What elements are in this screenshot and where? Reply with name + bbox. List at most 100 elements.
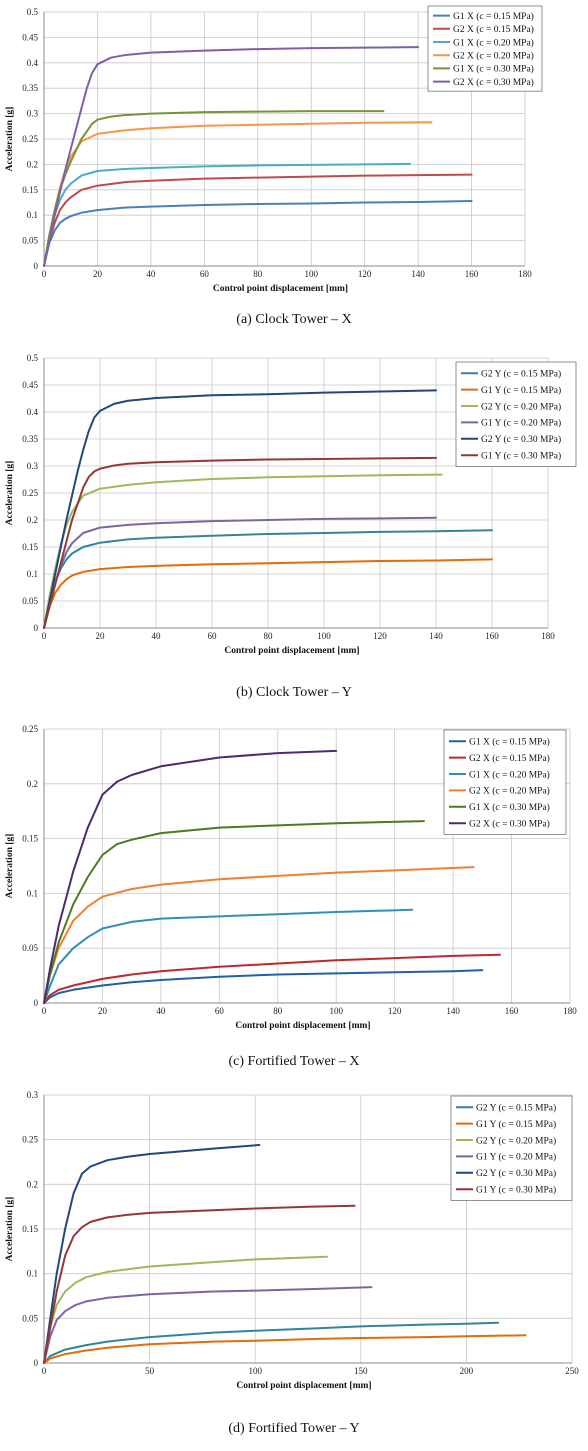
legend-label: G1 Y (c = 0.30 MPa)	[476, 1185, 556, 1196]
legend-label: G2 Y (c = 0.15 MPa)	[481, 369, 561, 380]
y-axis-label: Acceleration [g]	[5, 1197, 15, 1262]
series-line-6	[43, 46, 420, 267]
x-tick-label: 20	[98, 1006, 108, 1016]
x-tick-label: 120	[373, 631, 387, 641]
legend: G1 X (c = 0.15 MPa) G2 X (c = 0.15 MPa) G1…	[443, 729, 567, 835]
legend-label: G2 X (c = 0.30 MPa)	[469, 819, 550, 830]
x-tick-label: 100	[248, 1366, 262, 1376]
legend-label: G2 X (c = 0.15 MPa)	[453, 24, 534, 35]
y-tick-label: 0.1	[27, 210, 38, 220]
y-tick-label: 0	[34, 261, 39, 271]
x-tick-label: 80	[264, 631, 274, 641]
x-tick-label: 140	[446, 1006, 460, 1016]
grid	[43, 728, 571, 1004]
x-tick-label: 100	[317, 631, 331, 641]
x-axis-label: Control point displacement [mm]	[235, 1021, 370, 1031]
x-tick-label: 180	[563, 1006, 577, 1016]
y-tick-label: 0.05	[22, 236, 38, 246]
chart-a: 0 20 40 60 80 100 120 140 160 180 0 0.05 0.1 0.15 0.2 0…	[5, 5, 543, 294]
legend-label: G2 Y (c = 0.20 MPa)	[476, 1135, 556, 1146]
series-line-5	[43, 389, 437, 629]
x-tick-label: 50	[145, 1366, 155, 1376]
y-tick-label: 0.15	[22, 542, 38, 552]
y-tick-label: 0.1	[27, 1269, 38, 1279]
series-line-1	[43, 200, 473, 267]
y-axis-label: Acceleration [g]	[5, 461, 15, 526]
legend-label: G1 X (c = 0.30 MPa)	[453, 64, 534, 75]
legend-label: G1 Y (c = 0.30 MPa)	[481, 451, 561, 462]
y-tick-label: 0.1	[27, 888, 38, 898]
x-tick-label: 0	[42, 1006, 47, 1016]
series-line-2	[43, 173, 473, 267]
legend-label: G2 Y (c = 0.20 MPa)	[481, 401, 561, 412]
x-tick-label: 0	[42, 269, 47, 279]
y-tick-label: 0.2	[27, 515, 38, 525]
y-tick-label: 0.25	[22, 1135, 38, 1145]
caption-b: (b) Clock Tower – Y	[236, 685, 352, 700]
legend-label: G1 Y (c = 0.20 MPa)	[481, 418, 561, 429]
legend-box	[455, 361, 577, 467]
y-tick-label: 0.35	[22, 434, 38, 444]
legend-box	[450, 1095, 573, 1201]
y-tick-label: 0.15	[22, 185, 38, 195]
x-tick-label: 250	[565, 1366, 579, 1376]
x-axis-label: Control point displacement [mm]	[236, 1381, 371, 1391]
series-line-5	[43, 1144, 261, 1364]
y-tick-label: 0.15	[22, 834, 38, 844]
series-line-3	[43, 1255, 328, 1364]
x-tick-label: 160	[465, 269, 479, 279]
y-tick-label: 0.45	[22, 380, 38, 390]
caption-d: (d) Fortified Tower – Y	[228, 1421, 360, 1436]
caption-c: (c) Fortified Tower – X	[228, 1054, 360, 1069]
x-tick-label: 0	[42, 1366, 47, 1376]
chart-panel-c: 0 20 40 60 80 100 120 140 160 180 0 0.05 0.1 0.15 0.2 0…	[0, 712, 588, 1080]
x-tick-label: 100	[329, 1006, 343, 1016]
legend-label: G2 Y (c = 0.30 MPa)	[476, 1168, 556, 1179]
x-tick-label: 140	[429, 631, 443, 641]
chart-panel-d: 0 50 100 150 200 250 0 0.05 0.1 0.15 0.2 0.25 0.3 Con…	[0, 1080, 588, 1451]
y-tick-label: 0.05	[22, 596, 38, 606]
y-tick-label: 0.35	[22, 83, 38, 93]
legend: G2 Y (c = 0.15 MPa) G1 Y (c = 0.15 MPa) G2…	[455, 361, 577, 467]
x-tick-label: 140	[411, 269, 425, 279]
x-tick-label: 20	[93, 269, 103, 279]
series-line-2	[43, 558, 493, 629]
legend-label: G2 X (c = 0.20 MPa)	[453, 51, 534, 62]
legend-label: G1 X (c = 0.15 MPa)	[469, 737, 550, 748]
y-tick-label: 0.25	[22, 488, 38, 498]
series-line-2	[43, 953, 501, 1004]
legend-label: G1 X (c = 0.15 MPa)	[453, 11, 534, 22]
legend-box	[427, 5, 543, 92]
legend-label: G1 X (c = 0.20 MPa)	[453, 37, 534, 48]
legend-label: G2 X (c = 0.20 MPa)	[469, 786, 550, 797]
y-tick-label: 0.4	[27, 58, 39, 68]
legend-label: G2 Y (c = 0.30 MPa)	[481, 434, 561, 445]
x-tick-label: 60	[200, 269, 210, 279]
chart-b: 0 20 40 60 80 100 120 140 160 180 0 0.05 0.1 0.15 0.2 0…	[5, 353, 577, 656]
x-tick-label: 150	[354, 1366, 368, 1376]
series-line-6	[43, 749, 338, 1004]
series-line-6	[43, 1204, 356, 1364]
y-tick-label: 0.2	[27, 1179, 38, 1189]
x-tick-label: 60	[215, 1006, 225, 1016]
legend-label: G2 X (c = 0.30 MPa)	[453, 77, 534, 88]
x-tick-label: 180	[541, 631, 555, 641]
y-tick-label: 0.05	[22, 1313, 38, 1323]
legend-label: G1 X (c = 0.30 MPa)	[469, 802, 550, 813]
x-tick-label: 120	[388, 1006, 402, 1016]
x-axis-label: Control point displacement [mm]	[224, 646, 359, 656]
y-tick-label: 0.25	[22, 724, 38, 734]
chart-panel-b: 0 20 40 60 80 100 120 140 160 180 0 0.05 0.1 0.15 0.2 0…	[0, 345, 588, 712]
x-tick-label: 40	[146, 269, 156, 279]
x-tick-label: 180	[518, 269, 532, 279]
chart-d: 0 50 100 150 200 250 0 0.05 0.1 0.15 0.2 0.25 0.3 Con…	[5, 1090, 579, 1391]
legend-label: G1 Y (c = 0.15 MPa)	[481, 385, 561, 396]
x-axis-label: Control point displacement [mm]	[213, 284, 348, 294]
y-tick-label: 0.5	[27, 353, 39, 363]
legend-label: G2 Y (c = 0.15 MPa)	[476, 1103, 556, 1114]
y-tick-label: 0.2	[27, 159, 38, 169]
legend: G1 X (c = 0.15 MPa) G2 X (c = 0.15 MPa) G1…	[427, 5, 543, 92]
legend-label: G1 Y (c = 0.20 MPa)	[476, 1152, 556, 1163]
series-line-4	[43, 121, 433, 267]
series-line-3	[43, 908, 414, 1004]
